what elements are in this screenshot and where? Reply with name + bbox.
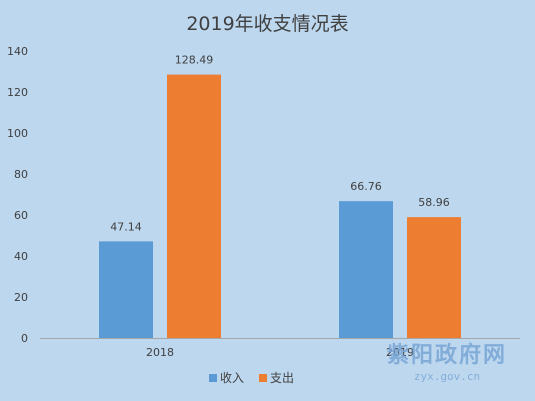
data-labels: 47.14 128.49 66.76 58.96 xyxy=(110,54,450,234)
bar-支出-2019 xyxy=(407,217,461,338)
legend-swatch xyxy=(209,374,217,382)
y-tick-label: 60 xyxy=(14,209,28,222)
y-tick-label: 140 xyxy=(7,45,28,58)
watermark-url: zyx.gov.cn xyxy=(414,370,480,383)
legend-item: 收入 xyxy=(220,371,244,385)
bar-收入-2018 xyxy=(99,241,153,338)
data-label: 128.49 xyxy=(175,54,214,67)
bar-支出-2018 xyxy=(167,74,221,339)
data-label: 66.76 xyxy=(350,180,382,193)
y-axis: 0 20 40 60 80 100 120 140 xyxy=(7,45,28,345)
data-label: 47.14 xyxy=(110,220,142,233)
x-axis: 2018 2019 xyxy=(40,338,520,359)
y-tick-label: 20 xyxy=(14,291,28,304)
watermark-text: 紫阳政府网 xyxy=(387,342,507,368)
y-tick-label: 0 xyxy=(21,332,28,345)
y-tick-label: 120 xyxy=(7,86,28,99)
legend-item: 支出 xyxy=(270,371,294,385)
legend: 收入 支出 xyxy=(209,371,294,385)
legend-swatch xyxy=(259,374,267,382)
x-tick-label: 2019 xyxy=(386,346,414,359)
y-tick-label: 80 xyxy=(14,168,28,181)
x-tick-label: 2018 xyxy=(146,346,174,359)
y-tick-label: 100 xyxy=(7,127,28,140)
watermark: 紫阳政府网 zyx.gov.cn xyxy=(387,342,507,383)
data-label: 58.96 xyxy=(418,196,450,209)
bars xyxy=(99,74,461,339)
bar-收入-2019 xyxy=(339,201,393,338)
y-tick-label: 40 xyxy=(14,250,28,263)
chart-title: 2019年收支情况表 xyxy=(186,13,348,35)
